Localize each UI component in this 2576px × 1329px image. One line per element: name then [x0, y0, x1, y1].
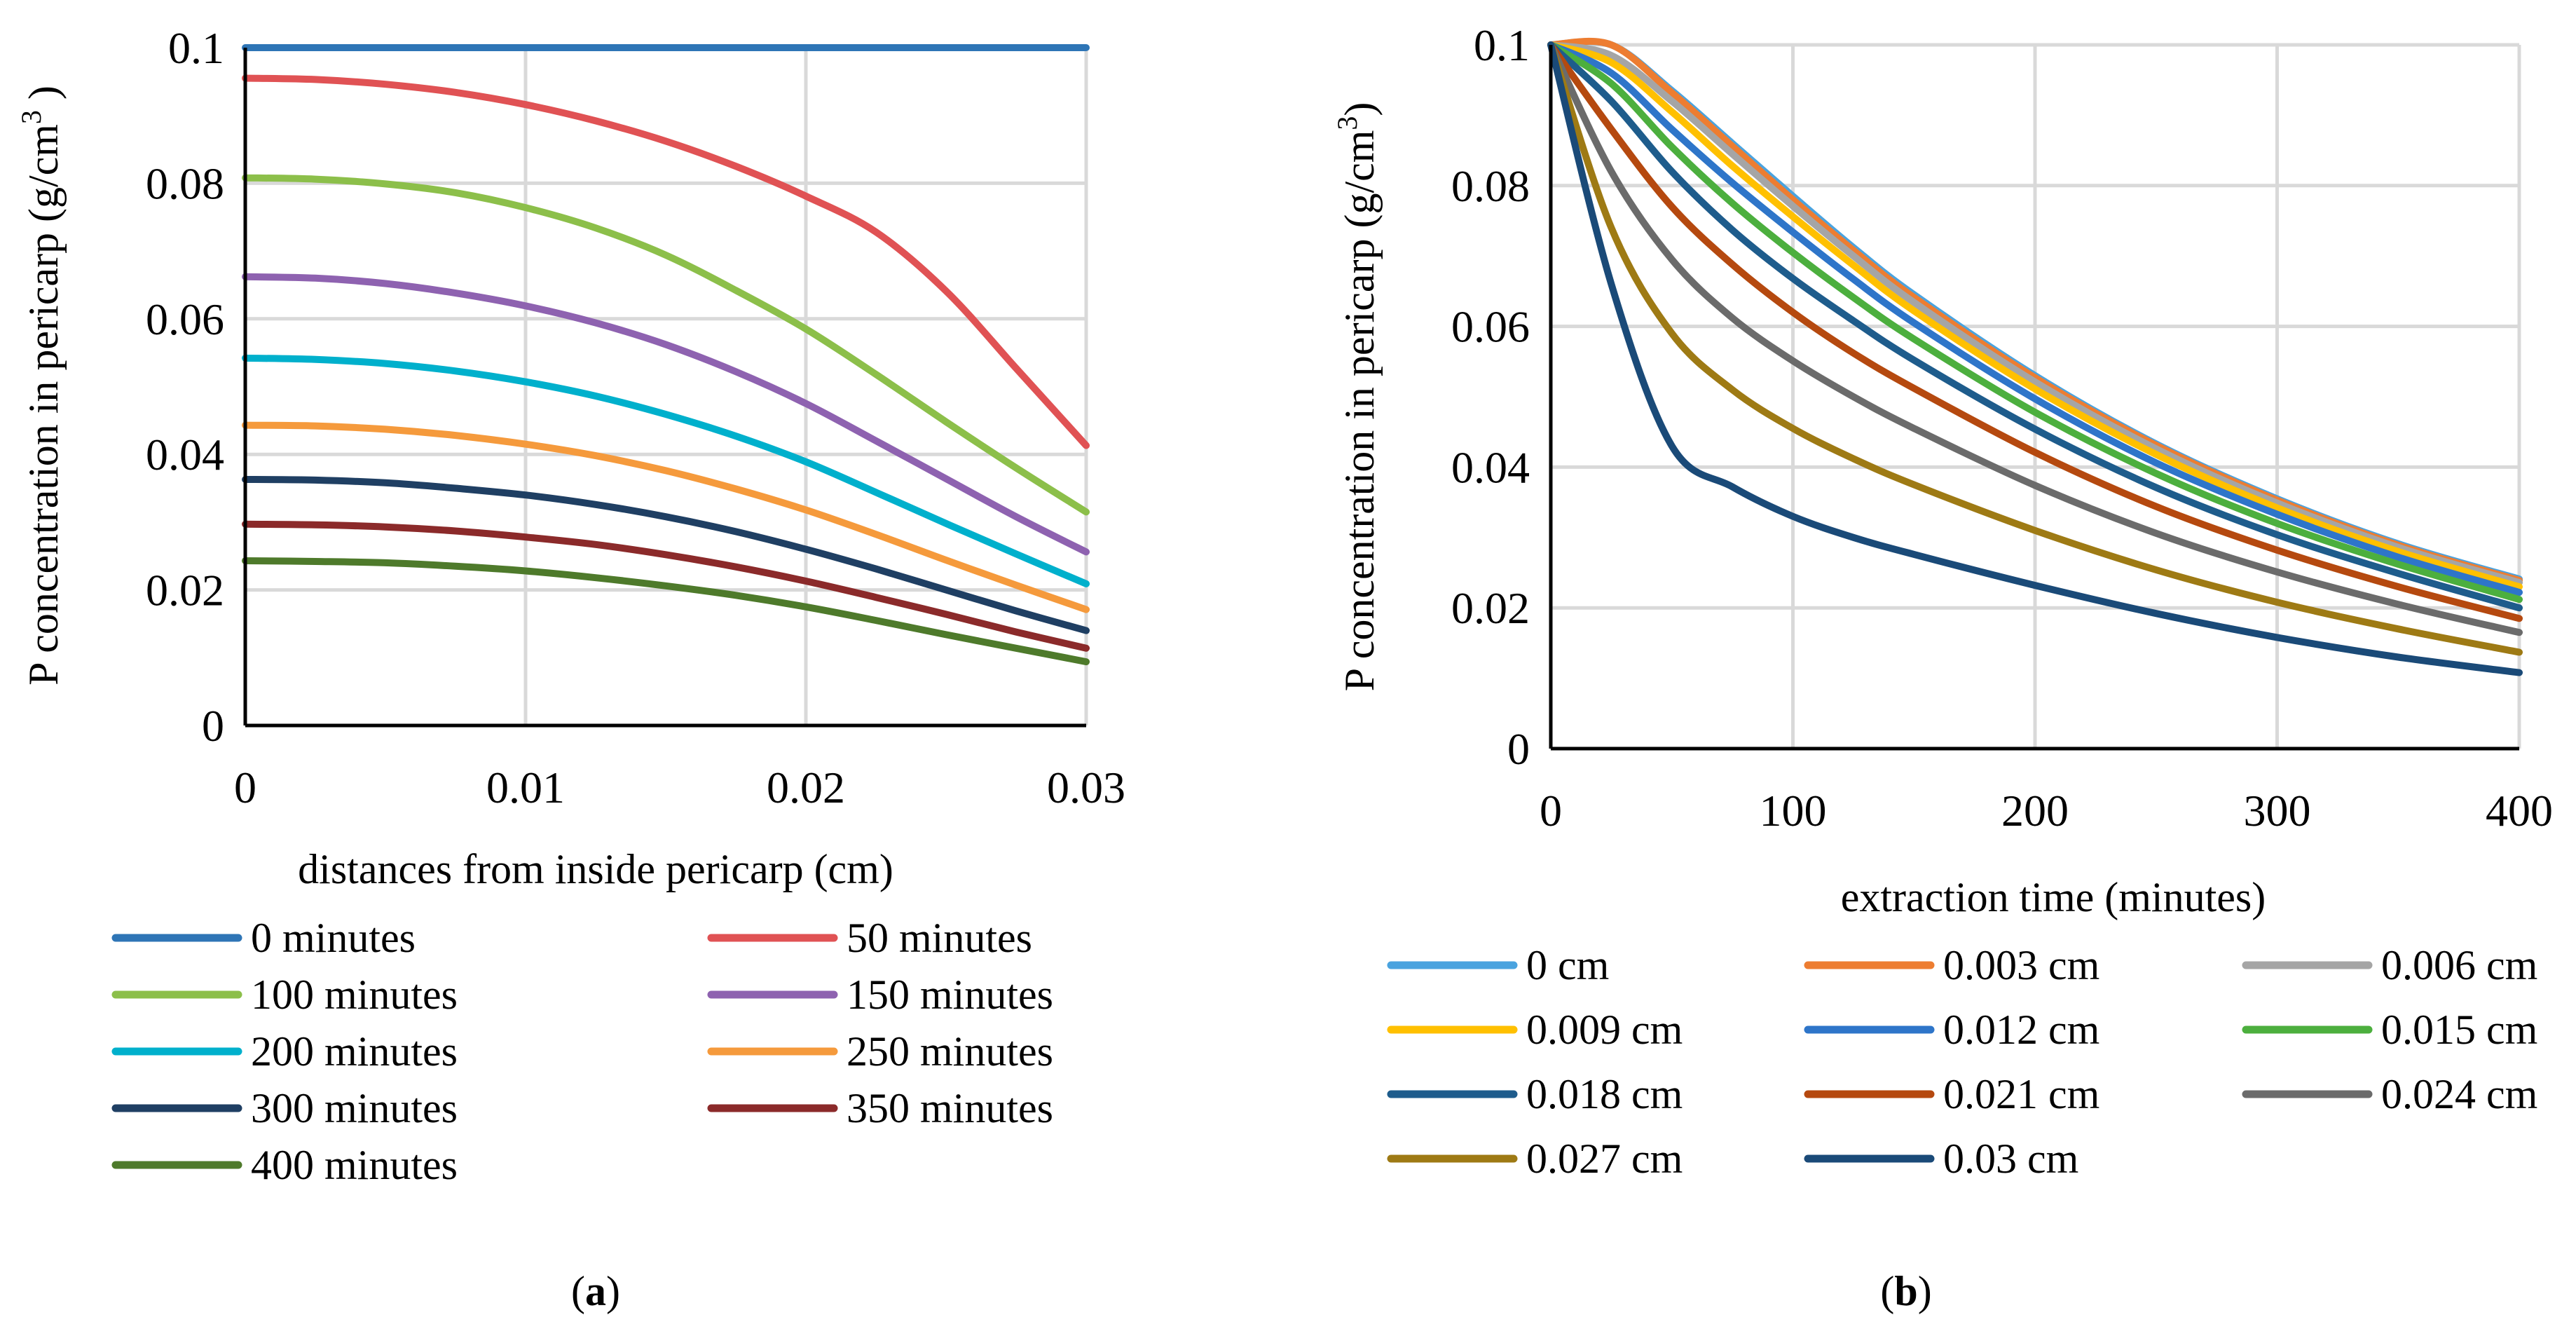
chart-a-series-line-3 [242, 273, 1090, 556]
chart-b-legend-item: 0.003 cm [1804, 942, 2099, 988]
chart-a-legend-label: 400 minutes [251, 1142, 458, 1188]
chart-b-x-tick-label: 200 [2001, 786, 2069, 836]
chart-a-gridlines [245, 46, 1088, 725]
chart-b-series-lines [1547, 37, 2523, 676]
chart-b-x-ticks: 0 100 200 300 400 [1540, 786, 2553, 836]
chart-b-legend-item: 0.018 cm [1387, 1071, 1683, 1117]
chart-a-y-ticks: 0 0.02 0.04 0.06 0.08 0.1 [146, 23, 224, 751]
chart-a-series-line-8 [242, 557, 1090, 666]
chart-a-y-tick-label: 0.06 [146, 294, 224, 344]
chart-a-legend-item: 100 minutes [111, 972, 458, 1018]
chart-a-legend-label: 50 minutes [847, 915, 1032, 961]
chart-b-legend-label: 0 cm [1526, 942, 1609, 988]
chart-b-legend-label: 0.012 cm [1943, 1007, 2099, 1053]
chart-b-y-tick-label: 0.02 [1451, 583, 1530, 633]
chart-b-series-line-5 [1547, 41, 2523, 604]
chart-b-y-ticks: 0 0.02 0.04 0.06 0.08 0.1 [1451, 20, 1530, 774]
chart-b-x-tick-label: 0 [1540, 786, 1562, 836]
chart-a-legend-label: 0 minutes [251, 915, 416, 961]
chart-b-legend-item: 0.015 cm [2242, 1007, 2537, 1053]
chart-a-x-tick-label: 0 [234, 763, 256, 812]
chart-b: 0 0.02 0.04 0.06 0.08 0.1 0 100 200 300 400 P con… [1331, 20, 2553, 1314]
chart-b-legend-item: 0.006 cm [2242, 942, 2537, 988]
chart-a-y-tick-label: 0.04 [146, 430, 224, 479]
chart-b-y-tick-label: 0.1 [1474, 20, 1530, 70]
chart-a-legend-label: 200 minutes [251, 1028, 458, 1075]
chart-b-caption: (b) [1880, 1268, 1931, 1314]
chart-a-legend-item: 250 minutes [707, 1028, 1053, 1075]
chart-a-legend-item: 350 minutes [707, 1085, 1053, 1131]
chart-a-legend-item: 0 minutes [111, 915, 416, 961]
chart-b-y-tick-label: 0.06 [1451, 302, 1530, 352]
chart-a-series-line-2 [242, 174, 1090, 516]
chart-a-series-line-4 [242, 354, 1090, 587]
chart-b-y-tick-label: 0.08 [1451, 161, 1530, 211]
chart-b-legend: 0 cm 0.003 cm 0.006 cm 0.009 cm 0.012 cm 0.01… [1387, 942, 2537, 1182]
chart-b-legend-item: 0.03 cm [1804, 1136, 2078, 1182]
chart-a-legend-label: 250 minutes [847, 1028, 1053, 1075]
chart-b-series-line-9 [1547, 41, 2523, 656]
chart-a-y-axis-title: P concentration in pericarp (g/cm3 ) [15, 86, 67, 686]
chart-a-legend-item: 400 minutes [111, 1142, 458, 1188]
chart-a-legend-item: 300 minutes [111, 1085, 458, 1131]
chart-a-legend-item: 50 minutes [707, 915, 1032, 961]
chart-a-x-axis-title: distances from inside pericarp (cm) [298, 846, 893, 892]
chart-b-legend-item: 0.009 cm [1387, 1007, 1683, 1053]
chart-a-x-tick-label: 0.02 [767, 763, 845, 812]
chart-b-legend-item: 0.021 cm [1804, 1071, 2099, 1117]
chart-b-legend-label: 0.018 cm [1526, 1071, 1683, 1117]
chart-b-legend-label: 0.027 cm [1526, 1136, 1683, 1182]
chart-b-y-tick-label: 0 [1507, 724, 1530, 774]
chart-a-legend: 0 minutes 50 minutes 100 minutes 150 minute… [111, 915, 1053, 1188]
chart-a-y-tick-label: 0 [202, 701, 224, 751]
chart-b-legend-item: 0.024 cm [2242, 1071, 2537, 1117]
chart-a-x-tick-label: 0.01 [486, 763, 565, 812]
chart-a-legend-item: 200 minutes [111, 1028, 458, 1075]
chart-b-x-tick-label: 300 [2244, 786, 2311, 836]
chart-a-series-line-6 [242, 476, 1090, 634]
chart-b-legend-label: 0.024 cm [2381, 1071, 2537, 1117]
chart-b-legend-label: 0.009 cm [1526, 1007, 1683, 1053]
chart-b-series-line-6 [1547, 41, 2523, 612]
chart-b-series-line-10 [1547, 41, 2523, 676]
chart-a-legend-label: 300 minutes [251, 1085, 458, 1131]
chart-b-legend-label: 0.003 cm [1943, 942, 2099, 988]
chart-a-legend-label: 100 minutes [251, 972, 458, 1018]
chart-b-legend-label: 0.015 cm [2381, 1007, 2537, 1053]
chart-a-legend-label: 350 minutes [847, 1085, 1053, 1131]
chart-a-series-line-5 [242, 421, 1090, 613]
chart-b-y-axis-title: P concentration in pericarp (g/cm3) [1331, 102, 1383, 692]
chart-a: 0 0.02 0.04 0.06 0.08 0.1 0 0.01 0.02 0.03 P con… [15, 23, 1125, 1314]
chart-b-series-line-2 [1547, 41, 2523, 587]
chart-a-caption: (a) [571, 1268, 620, 1314]
chart-a-series-line-1 [242, 74, 1090, 449]
chart-a-y-tick-label: 0.08 [146, 158, 224, 208]
chart-b-legend-label: 0.021 cm [1943, 1071, 2099, 1117]
chart-b-legend-item: 0 cm [1387, 942, 1609, 988]
chart-b-series-line-7 [1547, 41, 2523, 622]
chart-b-legend-label: 0.03 cm [1943, 1136, 2078, 1182]
chart-b-x-tick-label: 100 [1760, 786, 1827, 836]
chart-b-y-tick-label: 0.04 [1451, 442, 1530, 492]
chart-a-legend-label: 150 minutes [847, 972, 1053, 1018]
chart-b-legend-item: 0.027 cm [1387, 1136, 1683, 1182]
chart-b-series-line-3 [1547, 41, 2523, 591]
chart-b-legend-label: 0.006 cm [2381, 942, 2537, 988]
chart-a-x-tick-label: 0.03 [1047, 763, 1125, 812]
chart-a-series-lines [242, 43, 1090, 666]
chart-b-series-line-8 [1547, 41, 2523, 636]
chart-b-x-tick-label: 400 [2486, 786, 2553, 836]
chart-a-series-line-7 [242, 520, 1090, 652]
chart-b-series-line-4 [1547, 41, 2523, 597]
chart-a-y-tick-label: 0.02 [146, 566, 224, 615]
chart-a-legend-item: 150 minutes [707, 972, 1053, 1018]
chart-a-y-tick-label: 0.1 [168, 23, 224, 73]
chart-a-x-ticks: 0 0.01 0.02 0.03 [234, 763, 1125, 812]
chart-b-x-axis-title: extraction time (minutes) [1841, 874, 2266, 920]
chart-b-legend-item: 0.012 cm [1804, 1007, 2099, 1053]
